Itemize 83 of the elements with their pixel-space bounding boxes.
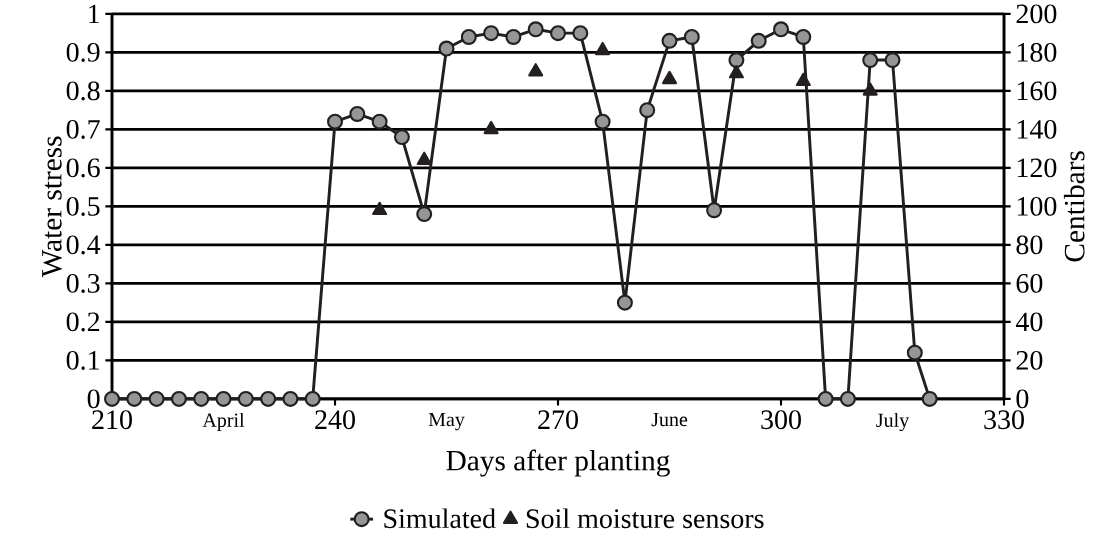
y2-tick-label: 0 bbox=[1016, 389, 1029, 409]
y-tick-label: 0.3 bbox=[66, 273, 100, 293]
point bbox=[237, 390, 254, 407]
point bbox=[595, 41, 611, 56]
point bbox=[438, 40, 455, 57]
point bbox=[728, 65, 744, 79]
y-tick-label: 0 bbox=[87, 389, 100, 409]
point bbox=[104, 390, 121, 407]
y-axis-title: Water stress bbox=[42, 136, 62, 278]
point bbox=[282, 390, 299, 407]
point bbox=[416, 151, 432, 166]
y-tick-label: 0.7 bbox=[66, 119, 100, 139]
point bbox=[616, 294, 633, 311]
point bbox=[327, 113, 344, 130]
point bbox=[483, 120, 499, 135]
y-tick-label: 0.9 bbox=[66, 42, 100, 62]
x-tick-label: May bbox=[428, 412, 465, 431]
x-tick-label: 270 bbox=[538, 410, 578, 430]
point bbox=[706, 202, 723, 219]
point bbox=[260, 390, 277, 407]
point bbox=[661, 70, 678, 85]
y-tick-label: 0.6 bbox=[66, 158, 100, 178]
y-tick-label: 0.2 bbox=[66, 312, 100, 332]
point bbox=[728, 52, 745, 69]
y2-tick-label: 180 bbox=[1017, 43, 1057, 62]
y-tick-label: 1 bbox=[89, 4, 99, 24]
y-tick-label: 0.8 bbox=[66, 81, 100, 101]
point bbox=[372, 201, 388, 216]
y-tick-label: 0.5 bbox=[66, 196, 100, 216]
x-tick-label: 240 bbox=[315, 410, 355, 430]
y2-tick-label: 60 bbox=[1016, 274, 1043, 293]
y2-tick-label: 160 bbox=[1017, 81, 1057, 101]
point bbox=[817, 390, 834, 407]
point bbox=[550, 25, 567, 42]
y2-tick-label: 200 bbox=[1016, 4, 1057, 24]
point bbox=[371, 113, 388, 130]
point bbox=[661, 32, 678, 49]
point bbox=[416, 206, 433, 223]
x-tick-label: 300 bbox=[761, 410, 801, 430]
point bbox=[683, 29, 700, 46]
y2-tick-label: 100 bbox=[1017, 197, 1057, 216]
point bbox=[795, 29, 812, 46]
y2-tick-label: 140 bbox=[1017, 120, 1057, 139]
x-axis-title: Days after planting bbox=[446, 449, 670, 477]
x-tick-label: April bbox=[202, 413, 245, 432]
point bbox=[795, 72, 811, 87]
y-tick-label: 0.4 bbox=[66, 235, 101, 255]
point bbox=[460, 29, 477, 46]
point bbox=[193, 390, 210, 407]
x-tick-label: June bbox=[651, 412, 688, 427]
legend-label: Simulated bbox=[384, 508, 496, 529]
point bbox=[393, 129, 410, 146]
x-tick-label: 330 bbox=[984, 410, 1024, 430]
point bbox=[527, 21, 544, 38]
point bbox=[839, 390, 856, 407]
point bbox=[148, 390, 165, 407]
point bbox=[349, 106, 366, 123]
point bbox=[884, 52, 901, 69]
y2-tick-label: 40 bbox=[1015, 312, 1043, 332]
point bbox=[170, 390, 187, 407]
point bbox=[906, 344, 923, 361]
legend-label: Soil moisture sensors bbox=[526, 508, 764, 529]
point bbox=[750, 32, 767, 49]
point bbox=[773, 21, 790, 38]
point bbox=[862, 82, 878, 96]
point bbox=[639, 102, 656, 119]
x-tick-label: 210 bbox=[92, 410, 132, 430]
point bbox=[528, 63, 544, 77]
point bbox=[483, 25, 500, 42]
point bbox=[572, 25, 589, 42]
point bbox=[215, 390, 232, 407]
x-tick-label: July bbox=[876, 413, 910, 432]
point bbox=[126, 390, 143, 407]
y2-tick-label: 120 bbox=[1017, 158, 1057, 178]
y2-axis-title: Centibars bbox=[1063, 151, 1085, 262]
y2-tick-label: 80 bbox=[1016, 235, 1043, 255]
point bbox=[921, 390, 938, 407]
point bbox=[594, 113, 611, 130]
point bbox=[505, 29, 522, 46]
y-tick-label: 0.1 bbox=[66, 350, 99, 370]
y2-tick-label: 20 bbox=[1016, 351, 1043, 370]
point bbox=[304, 390, 321, 407]
point bbox=[862, 52, 879, 69]
